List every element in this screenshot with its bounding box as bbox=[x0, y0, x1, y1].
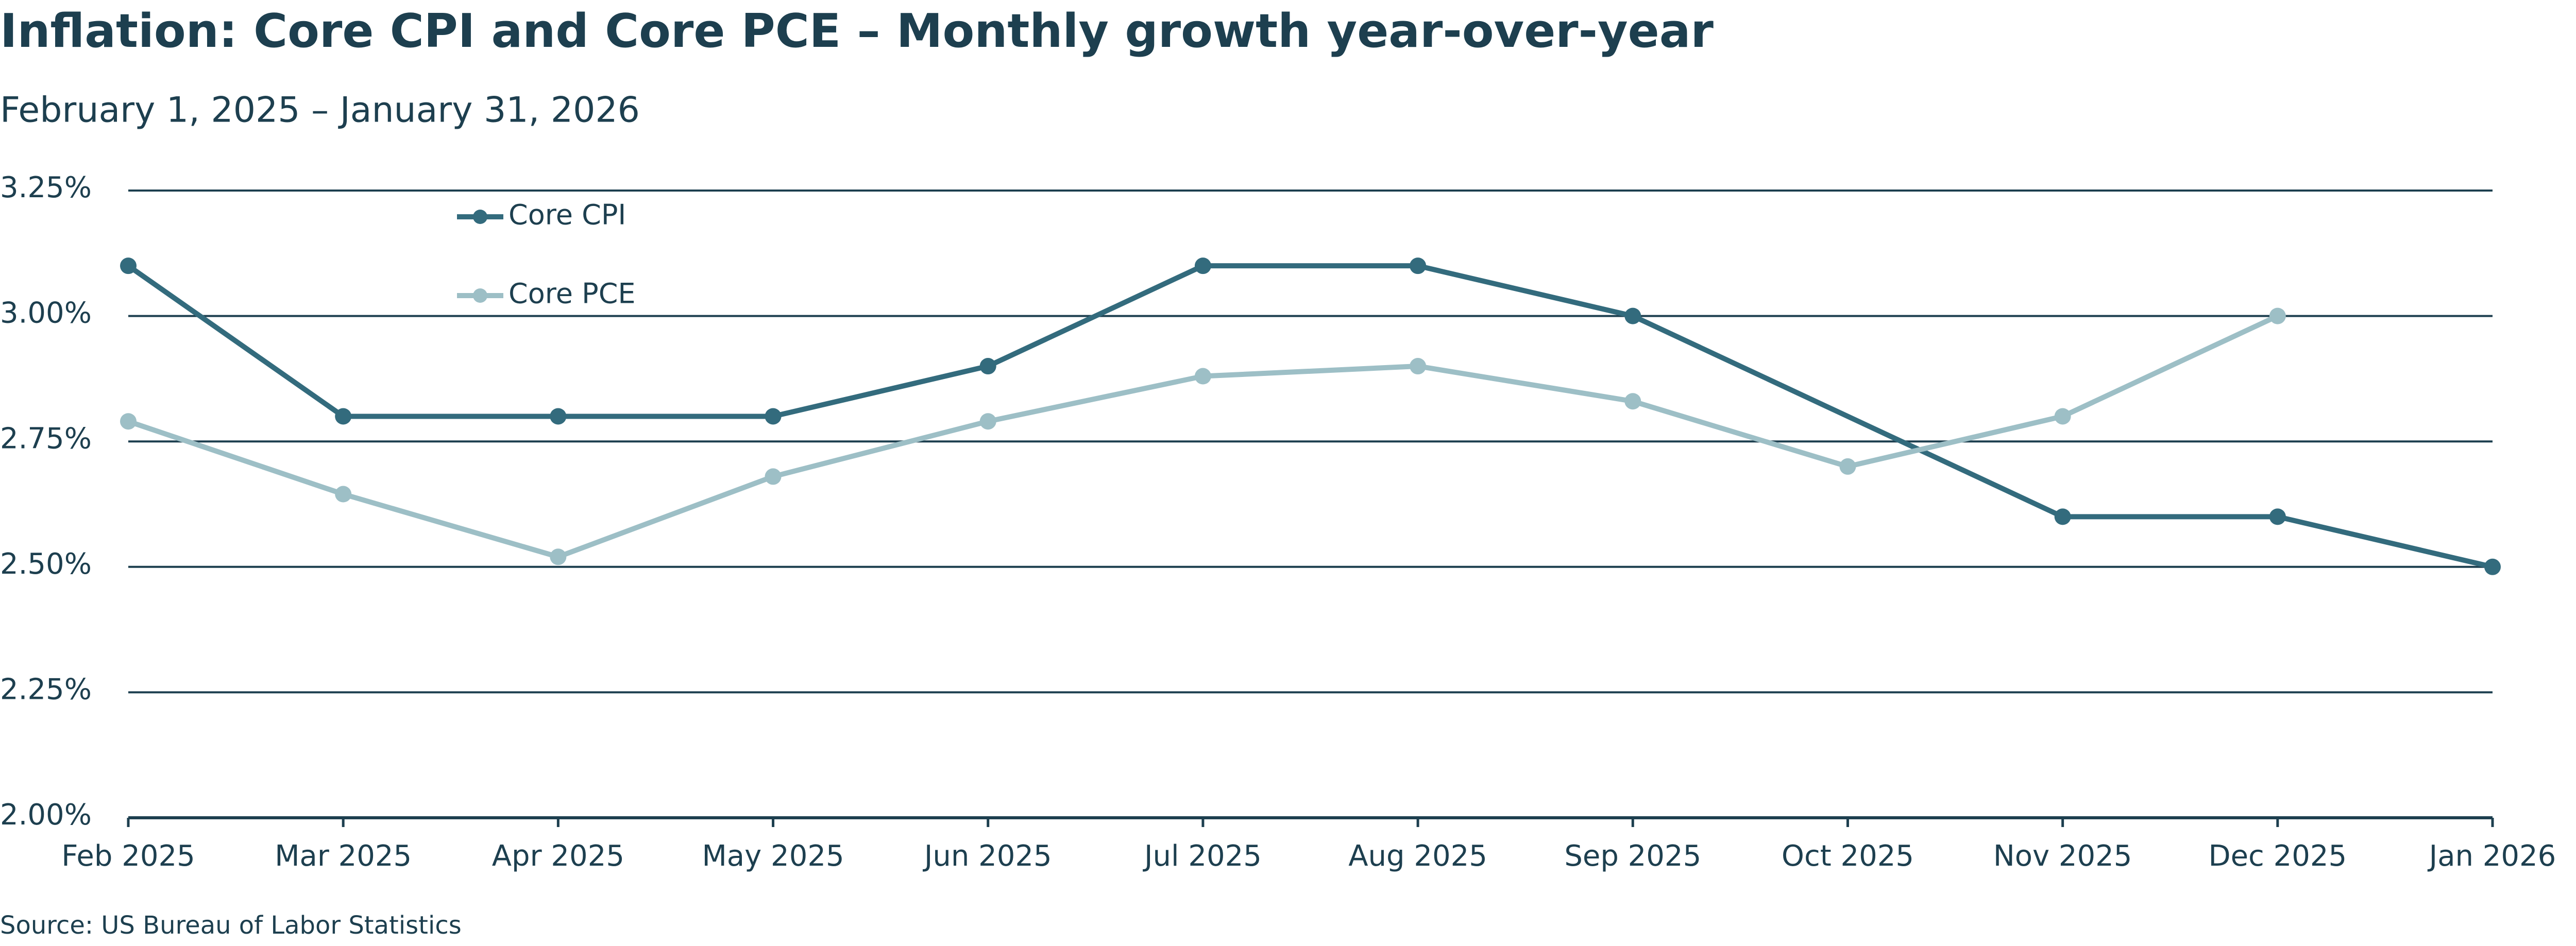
y-tick-label: 2.25% bbox=[0, 673, 92, 707]
data-point bbox=[765, 408, 782, 425]
x-tick-label: Jun 2025 bbox=[923, 839, 1052, 873]
x-tick-label: Sep 2025 bbox=[1564, 839, 1701, 873]
x-tick-label: Nov 2025 bbox=[1993, 839, 2132, 873]
x-tick-label: Oct 2025 bbox=[1782, 839, 1914, 873]
x-tick-label: Apr 2025 bbox=[492, 839, 624, 873]
x-tick-label: Aug 2025 bbox=[1348, 839, 1487, 873]
y-tick-label: 2.50% bbox=[0, 547, 92, 581]
data-point bbox=[1194, 368, 1211, 385]
data-point bbox=[335, 486, 352, 503]
x-tick-label: Feb 2025 bbox=[61, 839, 195, 873]
data-point bbox=[2054, 408, 2071, 425]
y-tick-label: 2.75% bbox=[0, 422, 92, 455]
source-note: Source: US Bureau of Labor Statistics bbox=[0, 911, 462, 940]
data-point bbox=[979, 413, 996, 430]
data-point bbox=[2269, 307, 2286, 324]
gap-connector bbox=[1630, 313, 2065, 520]
y-tick-label: 2.00% bbox=[0, 798, 92, 832]
x-tick-label: Jul 2025 bbox=[1143, 839, 1262, 873]
data-point bbox=[1410, 358, 1427, 375]
data-point bbox=[335, 408, 352, 425]
data-point bbox=[2054, 508, 2071, 525]
x-tick-label: May 2025 bbox=[702, 839, 844, 873]
legend-label: Core PCE bbox=[509, 278, 636, 310]
data-point bbox=[550, 548, 567, 565]
data-point bbox=[1624, 307, 1641, 324]
data-point bbox=[2484, 558, 2501, 575]
x-tick-label: Mar 2025 bbox=[275, 839, 412, 873]
data-point bbox=[550, 408, 567, 425]
legend-label: Core CPI bbox=[509, 199, 626, 231]
data-point bbox=[120, 413, 137, 430]
x-tick-label: Dec 2025 bbox=[2208, 839, 2347, 873]
data-point bbox=[120, 257, 137, 274]
data-point bbox=[2269, 508, 2286, 525]
data-point bbox=[979, 358, 996, 375]
data-point bbox=[765, 468, 782, 485]
data-point bbox=[1839, 458, 1856, 475]
data-point bbox=[1410, 257, 1427, 274]
y-tick-label: 3.25% bbox=[0, 171, 92, 204]
legend-marker bbox=[473, 288, 487, 303]
series-line bbox=[127, 263, 1634, 419]
chart-subtitle: February 1, 2025 – January 31, 2026 bbox=[0, 90, 640, 131]
chart-title: Inflation: Core CPI and Core PCE – Month… bbox=[0, 4, 1714, 58]
x-tick-label: Jan 2026 bbox=[2428, 839, 2556, 873]
y-tick-label: 3.00% bbox=[0, 297, 92, 330]
legend-marker bbox=[473, 210, 487, 224]
data-point bbox=[1624, 393, 1641, 410]
series-line bbox=[127, 314, 2279, 560]
data-point bbox=[1194, 257, 1211, 274]
